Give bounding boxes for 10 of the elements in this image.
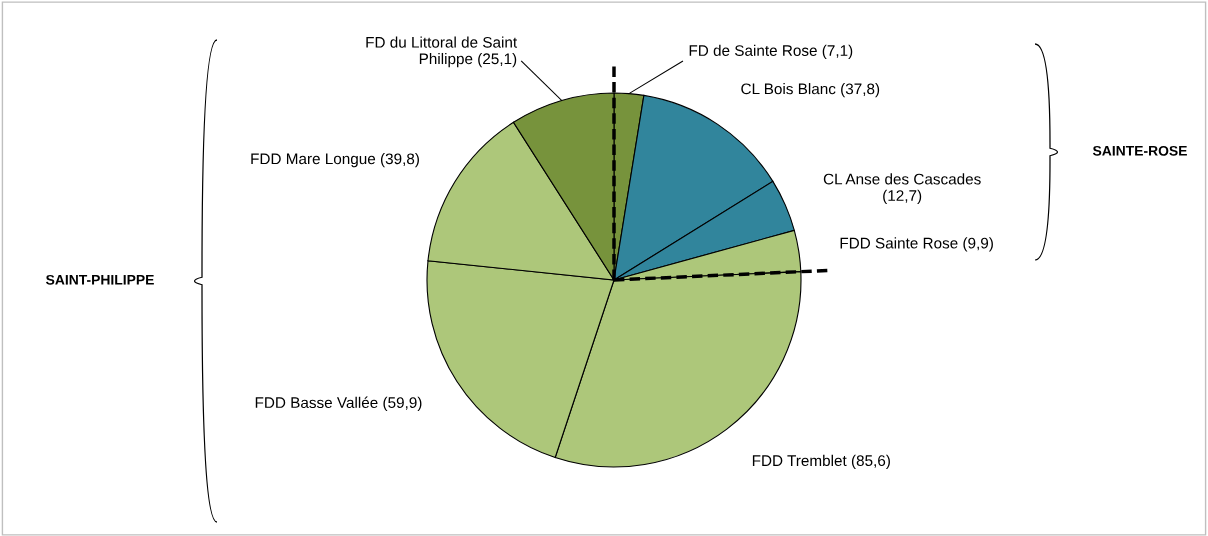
text: SAINTE-ROSE bbox=[1092, 145, 1187, 156]
slice-label: FD de Sainte Rose (7,1) bbox=[689, 44, 853, 59]
text: SAINT-PHILIPPE bbox=[45, 274, 154, 285]
slice-label: FDD Sainte Rose (9,9) bbox=[840, 237, 993, 252]
slice-label: FDD Basse Vallée (59,9) bbox=[255, 396, 422, 412]
slice-label: FDD Mare Longue (39,8) bbox=[251, 152, 419, 168]
slice-label: CL Anse des Cascades (12,7) bbox=[823, 173, 981, 204]
slice-label: CL Bois Blanc (37,8) bbox=[741, 83, 880, 98]
slice-label: FDD Tremblet (85,6) bbox=[752, 454, 890, 470]
slice-label: FD du Littoral de Saint Philippe (25,1) bbox=[366, 36, 518, 68]
